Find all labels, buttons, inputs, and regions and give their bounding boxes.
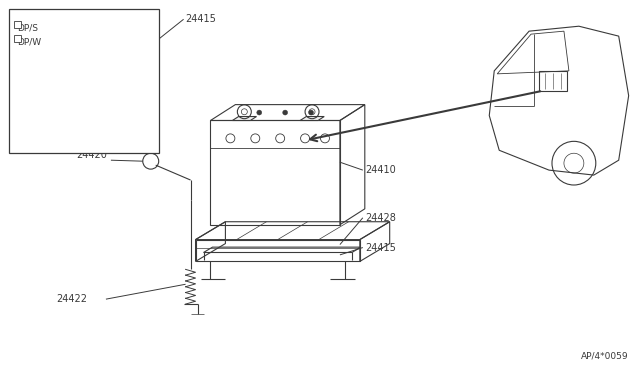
Polygon shape xyxy=(300,116,324,121)
Circle shape xyxy=(308,110,314,115)
Circle shape xyxy=(283,110,287,115)
Circle shape xyxy=(257,110,262,115)
Text: 24428: 24428 xyxy=(365,213,396,223)
Text: 24415: 24415 xyxy=(186,14,216,24)
Text: AP/4*0059: AP/4*0059 xyxy=(581,352,628,361)
Bar xyxy=(14,35,21,42)
Text: 24410: 24410 xyxy=(365,165,396,175)
Text: 24420: 24420 xyxy=(76,150,107,160)
Bar xyxy=(10,9,159,153)
Bar xyxy=(14,21,21,28)
Polygon shape xyxy=(232,116,257,121)
Text: DP/S: DP/S xyxy=(17,23,38,32)
Text: 24415: 24415 xyxy=(365,243,396,253)
Text: 24422: 24422 xyxy=(56,294,87,304)
Text: DP/W: DP/W xyxy=(17,37,42,46)
